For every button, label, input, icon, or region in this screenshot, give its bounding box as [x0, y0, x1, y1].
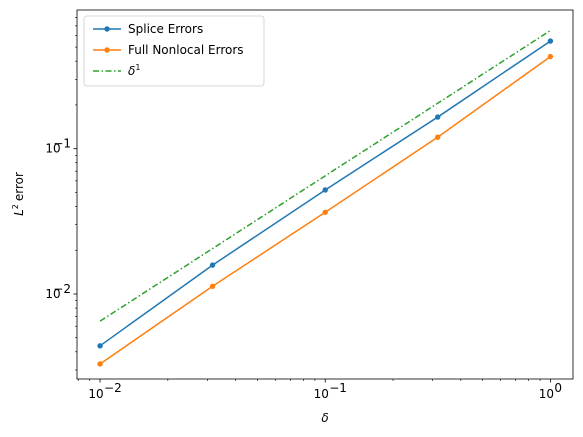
- y-axis-label-sup: 2: [11, 204, 20, 209]
- legend-marker-splice: [104, 26, 110, 32]
- legend-label-reference: δ1: [128, 63, 140, 78]
- series-0-point-2: [322, 187, 328, 193]
- legend: Splice Errors Full Nonlocal Errors δ1: [83, 15, 265, 87]
- series-0-point-4: [547, 38, 554, 44]
- x-tick-label-0: 10: [88, 387, 103, 401]
- y-axis-label-text: error: [12, 172, 26, 201]
- legend-label-full-nonlocal: Full Nonlocal Errors: [128, 43, 244, 57]
- series-line-0: [99, 40, 551, 347]
- series-1-point-4: [547, 53, 554, 60]
- series-0-point-1: [209, 262, 216, 268]
- series-1-point-3: [435, 134, 441, 140]
- series-0-point-3: [435, 114, 441, 120]
- x-tick-label-exp-1: −1: [329, 381, 347, 395]
- axis-ticks: 10 −2 10 −1 10 0−210−110: [45, 17, 562, 401]
- x-tick-label-exp-2: 0: [554, 381, 562, 395]
- legend-box: [83, 15, 265, 87]
- x-tick-label-exp-0: −2: [104, 381, 122, 395]
- y-tick-label-exp-1: −1: [53, 137, 71, 151]
- series-1-point-1: [209, 283, 216, 289]
- y-axis-label: L2 error: [11, 172, 26, 216]
- x-axis-label: δ: [321, 411, 328, 425]
- series-0-point-0: [97, 343, 103, 349]
- y-tick-label-0: 10: [45, 287, 60, 301]
- legend-label-reference-sup: 1: [135, 63, 140, 72]
- x-tick-label-1: 10: [314, 387, 329, 401]
- y-tick-label-exp-0: −2: [53, 282, 71, 296]
- y-tick-label-1: 10: [45, 142, 60, 156]
- x-tick-label-2: 10: [539, 387, 554, 401]
- series-line-2: [99, 29, 551, 322]
- plot-area: [97, 29, 554, 367]
- series-1-point-0: [97, 361, 103, 367]
- legend-label-reference-symbol: δ: [128, 64, 135, 78]
- series-1-point-2: [322, 209, 328, 215]
- legend-label-splice: Splice Errors: [128, 22, 203, 36]
- legend-marker-full-nonlocal: [104, 47, 110, 53]
- y-axis-label-symbol: L: [12, 209, 26, 216]
